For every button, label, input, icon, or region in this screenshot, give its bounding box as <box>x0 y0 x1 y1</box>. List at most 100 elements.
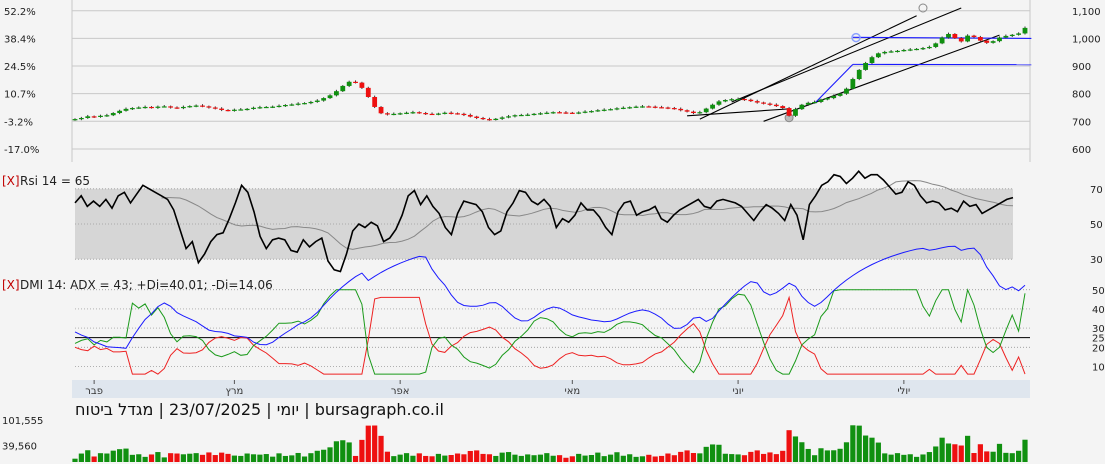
volume-bar <box>754 450 760 462</box>
volume-bar <box>461 454 467 462</box>
volume-bar <box>709 444 716 462</box>
volume-bar <box>525 454 531 462</box>
dmi-lines <box>74 245 1026 375</box>
price-left-ticks: 52.2% 38.4% 24.5% 10.7% -3.2% -17.0% <box>4 7 39 156</box>
volume-bar <box>780 450 786 462</box>
candle-body <box>474 116 480 118</box>
volume-bar <box>397 454 403 462</box>
candle-body <box>225 109 231 112</box>
volume-bar <box>735 454 741 462</box>
candle-body <box>920 48 926 50</box>
candle-body <box>251 107 256 109</box>
volume-bar <box>78 453 84 462</box>
volume-bar <box>270 456 276 462</box>
candle-body <box>895 50 900 53</box>
volume-bar <box>289 455 295 462</box>
volume-bar <box>1009 453 1015 462</box>
volume-bar <box>416 453 422 462</box>
volume-bar <box>97 453 104 462</box>
dmi-adx-line <box>74 245 1026 349</box>
dmi-close-button[interactable]: [X] <box>2 278 20 292</box>
volume-bar <box>72 458 78 462</box>
rsi-lines <box>74 169 1014 273</box>
volume-bar <box>607 454 614 462</box>
volume-panel: 101,555 39,560 יומי | 23/07/2025 | מגדל ב… <box>2 398 1030 464</box>
volume-bar <box>805 448 811 462</box>
volume-bar <box>894 453 901 462</box>
volume-bar <box>365 425 371 462</box>
dmi-minus-di-line <box>74 295 1026 375</box>
dmi-tick-label: 10 <box>1092 362 1105 373</box>
price-candles <box>72 26 1028 121</box>
volume-bar <box>556 455 563 462</box>
candle-body <box>793 109 798 116</box>
volume-bar <box>467 450 473 462</box>
volume-bar <box>965 435 971 462</box>
volume-bar <box>104 453 110 462</box>
candle-body <box>990 41 996 43</box>
volume-bars <box>72 425 1028 462</box>
volume-bar <box>486 454 493 462</box>
volume-bar <box>117 449 123 462</box>
volume-bar <box>512 454 518 462</box>
candle-body <box>933 43 939 47</box>
volume-bar <box>633 456 639 462</box>
volume-bar <box>856 425 862 462</box>
candle-body <box>193 105 199 107</box>
candle-body <box>837 93 843 96</box>
volume-bar <box>824 450 830 462</box>
volume-bar <box>225 453 231 462</box>
volume-bar <box>837 448 843 462</box>
candle-body <box>818 99 824 102</box>
volume-bar <box>378 435 384 462</box>
candle-body <box>161 106 167 108</box>
volume-bar <box>697 453 703 462</box>
candle-body <box>831 95 837 99</box>
candle-body <box>544 112 550 114</box>
candle-body <box>263 106 269 109</box>
volume-bar <box>180 454 186 462</box>
chart-caption: יומי | 23/07/2025 | מגדל ביטוח | bursagr… <box>75 400 444 419</box>
volume-bar <box>346 442 352 462</box>
channel-up-leg <box>814 63 854 104</box>
volume-bar <box>748 451 754 462</box>
volume-bar <box>321 449 327 462</box>
volume-bar <box>372 425 378 462</box>
rsi-close-button[interactable]: [X] <box>2 174 20 188</box>
candle-body <box>901 50 907 52</box>
candle-body <box>716 101 722 105</box>
rsi-panel: 70 50 30 [X] Rsi 14 = 65 <box>2 168 1103 273</box>
volume-bar <box>569 456 575 462</box>
candle-body <box>799 104 805 110</box>
candle-body <box>914 48 920 51</box>
volume-bar <box>971 453 977 462</box>
candle-body <box>391 113 397 116</box>
volume-bar <box>168 453 174 462</box>
volume-bar <box>576 453 582 462</box>
dmi-tick-label: 40 <box>1092 305 1105 316</box>
candle-body <box>977 37 983 41</box>
volume-bar <box>888 454 894 462</box>
volume-bar <box>161 457 167 462</box>
volume-bar <box>741 455 748 462</box>
candle-body <box>844 88 849 94</box>
candle-body <box>729 99 735 101</box>
volume-bar <box>327 447 333 462</box>
volume-bar <box>238 455 244 462</box>
volume-bar <box>219 452 225 462</box>
volume-bar <box>544 453 550 462</box>
volume-bar <box>537 454 544 462</box>
volume-bar <box>863 435 869 462</box>
candle-body <box>353 81 358 83</box>
candle-body <box>997 37 1002 42</box>
volume-bar <box>257 454 263 462</box>
candle-body <box>283 105 288 107</box>
volume-bar <box>155 452 161 462</box>
trendline-upper <box>699 15 917 120</box>
x-axis: פבר מרץ אפר מאי יוני יולי <box>72 380 1030 398</box>
candle-body <box>965 35 971 42</box>
candle-body <box>538 113 543 115</box>
candle-body <box>856 69 862 80</box>
candle-body <box>824 98 830 100</box>
candle-body <box>423 113 429 115</box>
